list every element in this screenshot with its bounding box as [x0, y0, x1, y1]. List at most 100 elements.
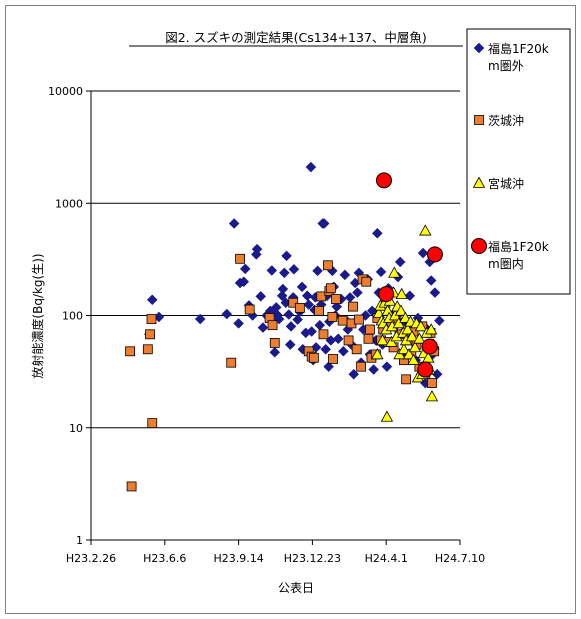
- data-point-square: [125, 346, 136, 357]
- data-point-square: [145, 329, 155, 340]
- data-point-square: [318, 329, 329, 340]
- legend-label: 福島1F20k: [488, 239, 549, 254]
- data-point-diamond: [239, 263, 251, 275]
- data-point-triangle: [392, 317, 405, 329]
- data-point-square: [322, 260, 333, 271]
- data-point-diamond: [269, 346, 281, 358]
- data-point-square: [353, 314, 364, 325]
- data-point-square: [294, 302, 305, 313]
- data-point-diamond: [251, 243, 263, 255]
- data-point-square: [147, 418, 158, 429]
- data-point-circle: [417, 361, 434, 378]
- data-point-square: [427, 378, 437, 388]
- data-point-square: [348, 301, 358, 312]
- data-point-square: [363, 333, 374, 344]
- data-point-diamond: [288, 263, 300, 275]
- data-point-triangle: [371, 348, 384, 360]
- chart-title: 図2. スズキの測定結果(Cs134+137、中層魚): [165, 30, 427, 45]
- data-point-diamond: [381, 361, 393, 373]
- data-point-diamond: [255, 291, 267, 302]
- data-point-triangle: [376, 334, 389, 346]
- data-point-diamond: [339, 269, 351, 281]
- data-point-triangle: [419, 224, 432, 236]
- data-point-diamond: [221, 308, 233, 320]
- data-points: [125, 161, 445, 492]
- data-point-square: [269, 338, 280, 348]
- data-point-diamond: [371, 227, 383, 239]
- data-point-diamond: [348, 368, 360, 380]
- data-point-diamond: [331, 301, 343, 312]
- data-point-square: [361, 276, 372, 287]
- y-tick-label: 10000: [48, 85, 83, 98]
- data-point-diamond: [394, 256, 406, 268]
- data-point-diamond: [404, 290, 416, 302]
- data-point-square: [288, 297, 299, 308]
- data-point-triangle: [425, 323, 438, 335]
- data-point-circle: [426, 246, 443, 263]
- data-point-square: [316, 291, 327, 302]
- legend-label: 福島1F20k: [488, 41, 549, 56]
- data-point-diamond: [277, 283, 289, 295]
- data-point-triangle: [413, 332, 426, 344]
- data-point-triangle: [407, 353, 420, 365]
- y-tick-label: 1: [76, 534, 83, 547]
- legend-marker-diamond: [473, 42, 485, 54]
- data-point-square: [244, 304, 255, 315]
- data-point-triangle: [408, 341, 422, 353]
- data-point-circle: [421, 338, 438, 355]
- data-point-triangle: [405, 330, 419, 342]
- data-point-diamond: [332, 333, 344, 345]
- data-point-circle: [375, 172, 392, 189]
- data-point-diamond: [296, 281, 308, 293]
- legend-item: 茨城沖: [474, 114, 524, 128]
- data-point-square: [337, 315, 348, 326]
- data-point-square: [267, 320, 278, 331]
- data-point-square: [399, 355, 409, 366]
- legend-marker-circle: [471, 238, 487, 254]
- x-axis-ticks: H23.2.26 H23.6.6 H23.9.14 H23.12.23 H24.4.1 H…: [66, 540, 485, 565]
- data-point-diamond: [284, 339, 296, 350]
- data-point-square: [146, 314, 157, 324]
- data-point-diamond: [194, 313, 206, 325]
- data-point-diamond: [228, 218, 240, 229]
- data-point-diamond: [323, 361, 334, 373]
- data-point-diamond: [146, 294, 158, 306]
- data-point-diamond: [368, 364, 380, 375]
- x-tick-label: H23.9.14: [213, 552, 263, 565]
- data-point-diamond: [266, 265, 278, 276]
- data-point-triangle: [388, 266, 401, 278]
- data-point-diamond: [257, 322, 269, 333]
- data-point-diamond: [292, 314, 303, 325]
- data-point-diamond: [303, 299, 315, 310]
- data-point-diamond: [306, 326, 318, 337]
- data-point-diamond: [283, 309, 295, 320]
- data-point-diamond: [285, 321, 297, 332]
- legend-label: 茨城沖: [488, 114, 524, 128]
- data-point-diamond: [338, 345, 349, 357]
- data-point-diamond: [425, 275, 437, 286]
- legend-item: 福島1F20k m圏外: [473, 41, 549, 73]
- y-axis-title: 放射能濃度(Bq/kg(生)): [30, 253, 45, 378]
- data-point-square: [356, 361, 367, 372]
- x-tick-label: H24.4.1: [365, 552, 408, 565]
- data-point-diamond: [301, 290, 313, 302]
- data-point-diamond: [433, 315, 445, 326]
- data-point-diamond: [305, 161, 317, 173]
- series-circle: [375, 172, 443, 378]
- y-tick-label: 10: [69, 422, 83, 435]
- legend-item: 福島1F20k m圏内: [471, 238, 549, 271]
- data-point-square: [328, 354, 338, 364]
- data-point-triangle: [402, 348, 416, 360]
- data-point-square: [327, 312, 338, 322]
- data-point-diamond: [352, 287, 363, 298]
- data-point-square: [235, 253, 245, 264]
- data-point-diamond: [417, 247, 429, 259]
- data-point-diamond: [233, 318, 244, 329]
- data-point-triangle: [395, 287, 408, 299]
- data-point-square: [365, 324, 375, 335]
- data-point-triangle: [397, 342, 411, 355]
- data-point-triangle: [401, 323, 414, 335]
- x-tick-label: H23.12.23: [284, 552, 341, 565]
